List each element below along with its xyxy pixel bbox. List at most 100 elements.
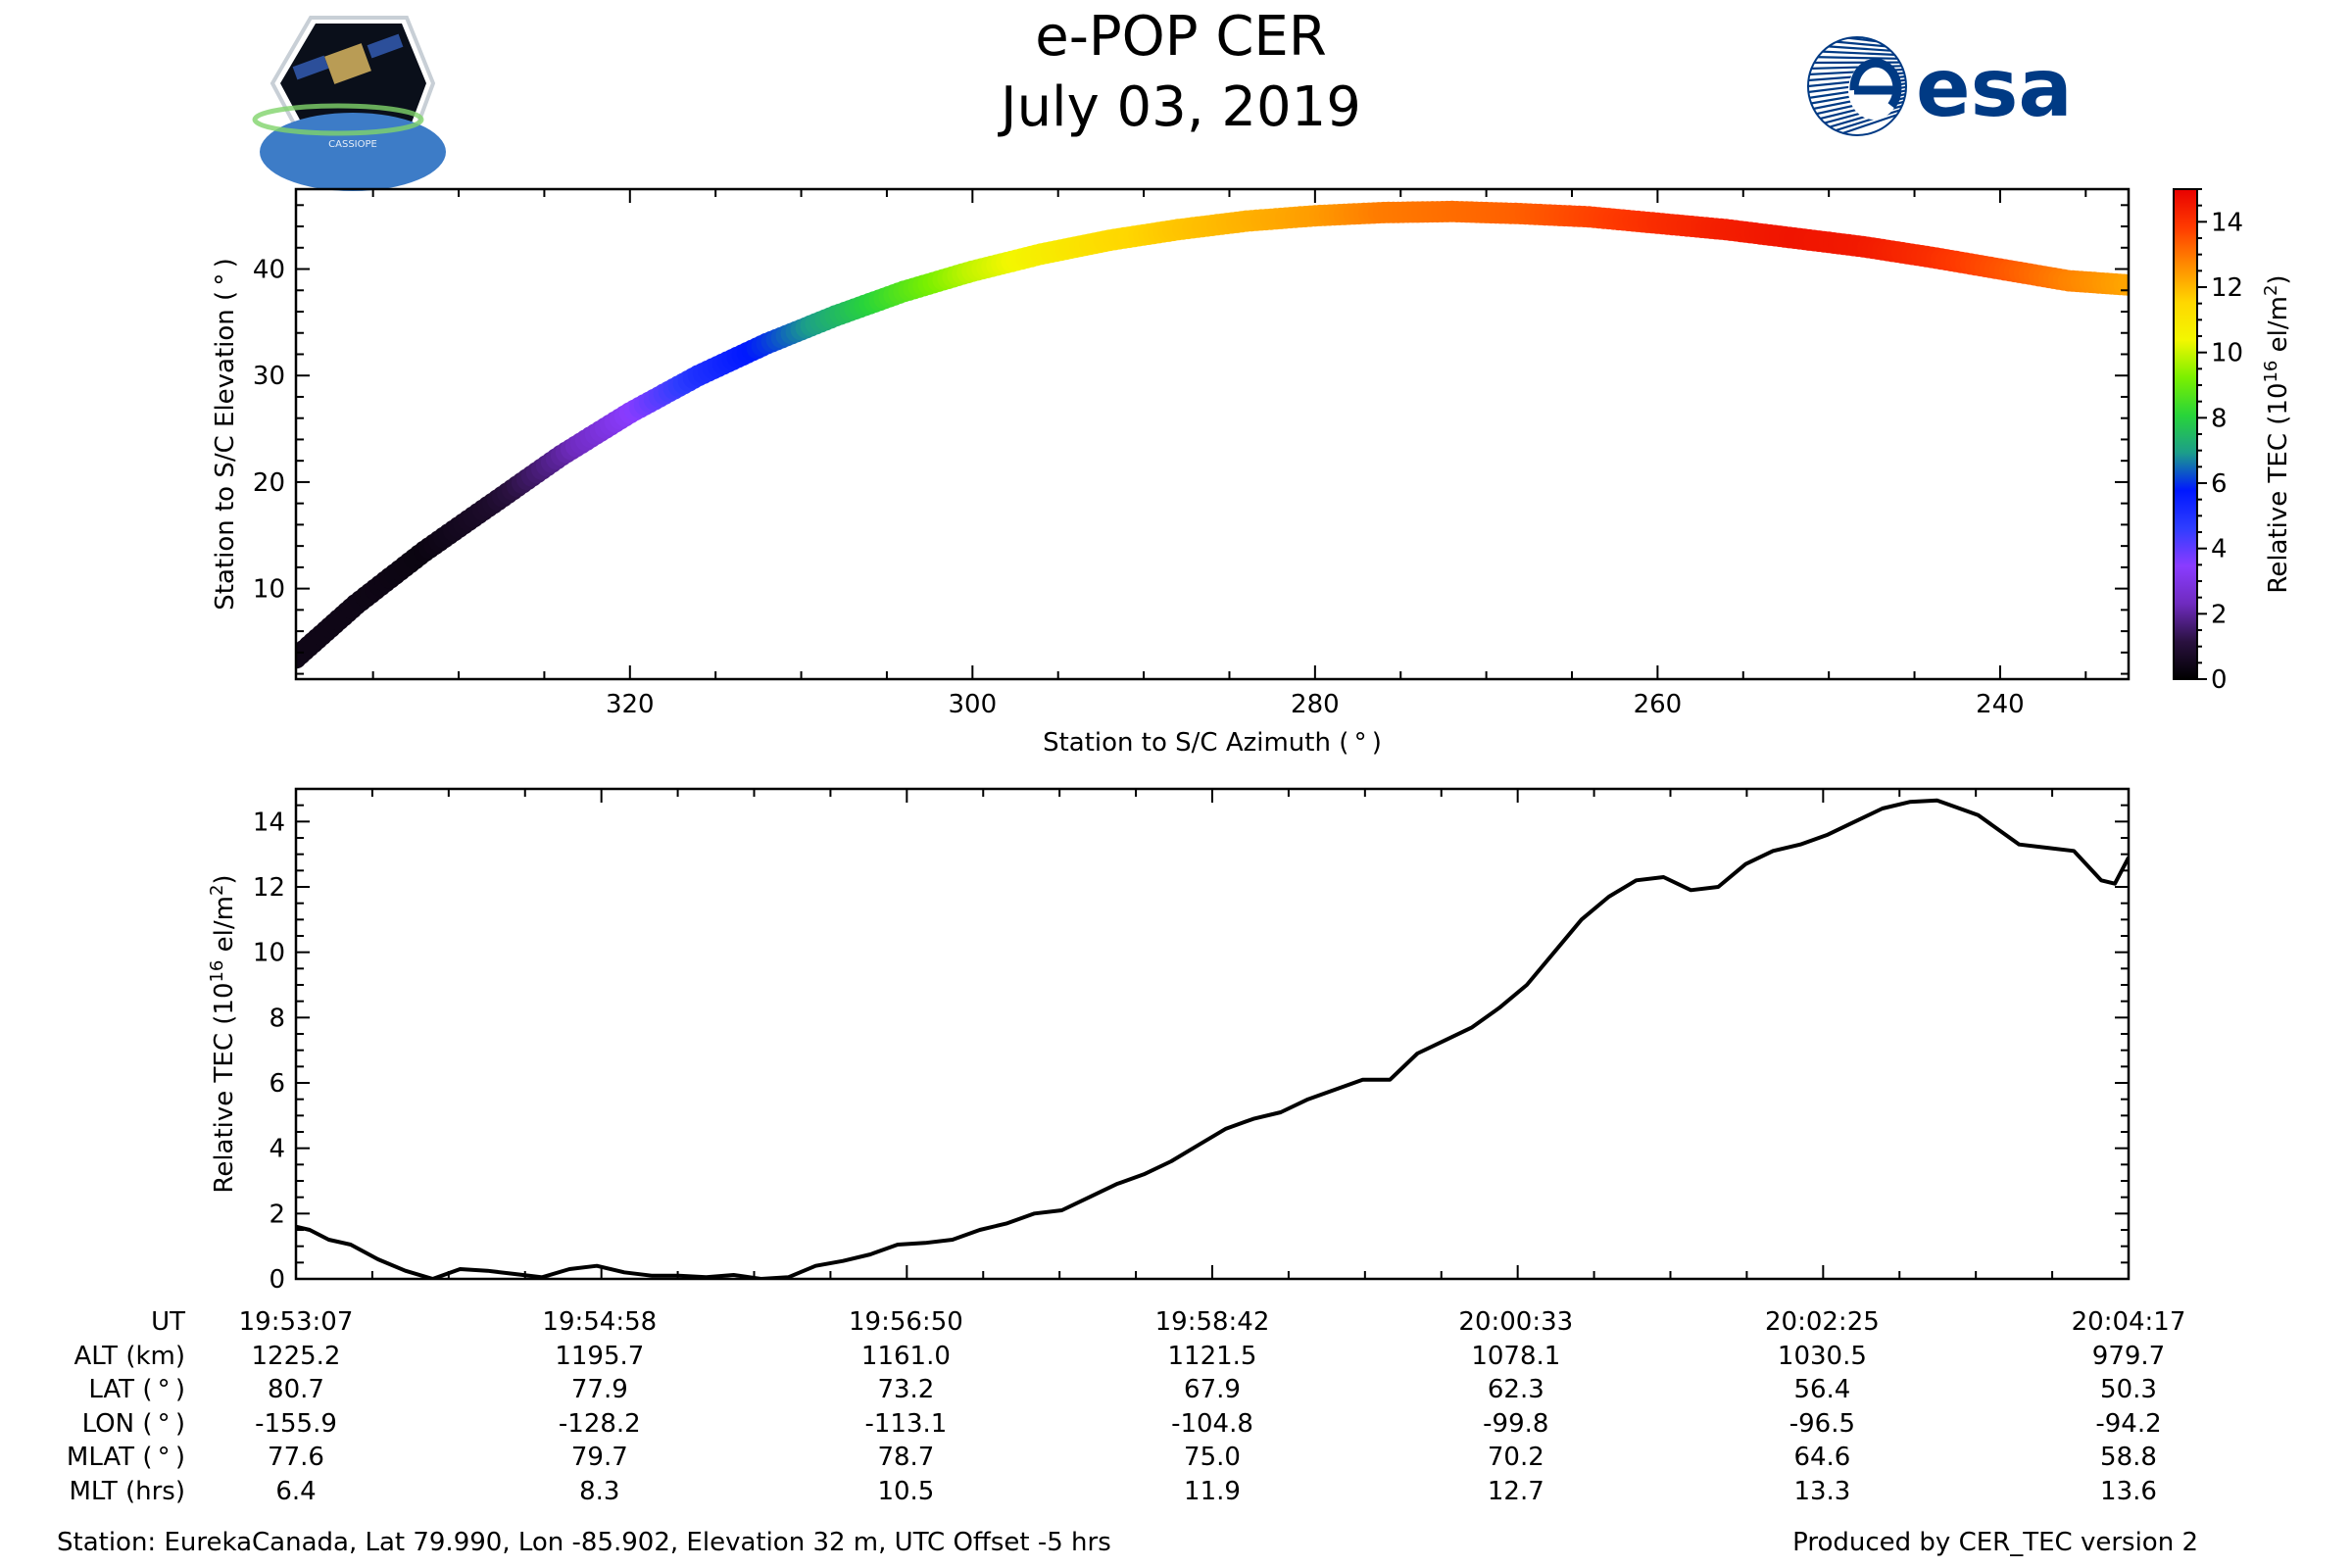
panel-elevation-azimuth: 320 300 280 260 240 10 20 30 40 Station to S/C A… [211, 187, 2131, 758]
ephemeris-cell-mlat: 75.0 [1184, 1443, 1241, 1472]
ephemeris-cell-mlt: 12.7 [1488, 1477, 1544, 1506]
panel-tec-timeseries: 0 2 4 6 8 10 12 14 Relative TEC (1016 el/m2) [207, 787, 2131, 1295]
footer-station-info: Station: EurekaCanada, Lat 79.990, Lon -… [57, 1528, 1111, 1557]
ephemeris-cell-mlat: 78.7 [877, 1443, 934, 1472]
ephemeris-cell-lon: -94.2 [2095, 1409, 2161, 1439]
esa-globe-icon [1808, 37, 1906, 135]
ephemeris-row-label: LAT ( ° ) [88, 1375, 185, 1404]
satellite-icon [292, 33, 404, 84]
y-tick-label: 20 [253, 468, 285, 498]
ephemeris-cell-lon: -155.9 [255, 1409, 337, 1439]
y-tick-label: 4 [269, 1135, 285, 1164]
ephemeris-cell-mlt: 13.6 [2100, 1477, 2157, 1506]
y-tick-label: 12 [253, 873, 285, 903]
ephemeris-cell-lat: 56.4 [1793, 1375, 1850, 1404]
y-tick-label: 0 [269, 1265, 285, 1295]
ephemeris-cell-alt: 1195.7 [555, 1342, 644, 1371]
ephemeris-cell-lon: -104.8 [1171, 1409, 1253, 1439]
y-tick-label: 6 [269, 1069, 285, 1099]
colorbar-tick-label: 4 [2211, 535, 2228, 564]
ephemeris-column: 19:56:50 1161.0 73.2 -113.1 78.7 10.5 [849, 1307, 963, 1506]
ephemeris-cell-mlat: 77.6 [268, 1443, 324, 1472]
colorbar-fill [2173, 188, 2198, 680]
ephemeris-cell-lon: -113.1 [864, 1409, 947, 1439]
x-tick-label: 300 [949, 690, 998, 719]
bottom-plot-frame [294, 787, 2131, 1281]
ephemeris-cell-ut: 20:02:25 [1765, 1307, 1880, 1337]
ephemeris-column: 19:58:42 1121.5 67.9 -104.8 75.0 11.9 [1155, 1307, 1270, 1506]
ephemeris-cell-mlat: 70.2 [1488, 1443, 1544, 1472]
ephemeris-row-label: UT [151, 1307, 185, 1337]
x-tick-label: 320 [606, 690, 655, 719]
colorbar-tick-label: 12 [2211, 273, 2243, 303]
y-tick-label: 30 [253, 362, 285, 391]
top-axes-ticks: 320 300 280 260 240 10 20 30 40 [253, 189, 2129, 719]
ephemeris-cell-mlt: 11.9 [1184, 1477, 1241, 1506]
colorbar-tick-label: 8 [2211, 404, 2228, 433]
ephemeris-row-label: MLAT ( ° ) [67, 1443, 185, 1472]
cassiope-logo: CASSIOPE [252, 16, 446, 191]
figure-title: e-POP CER [1035, 5, 1326, 69]
ephemeris-column: 20:02:25 1030.5 56.4 -96.5 64.6 13.3 [1765, 1307, 1880, 1506]
ephemeris-cell-alt: 1161.0 [861, 1342, 951, 1371]
ephemeris-cell-ut: 19:54:58 [542, 1307, 657, 1337]
colorbar: 0 2 4 6 8 10 12 14 Relative TEC (1016 el/m2) [2173, 188, 2294, 695]
ephemeris-cell-mlt: 8.3 [579, 1477, 619, 1506]
ephemeris-cell-lon: -128.2 [559, 1409, 641, 1439]
x-tick-label: 240 [1976, 690, 2025, 719]
ephemeris-cell-mlat: 64.6 [1793, 1443, 1850, 1472]
ephemeris-table: UT ALT (km) LAT ( ° ) LON ( ° ) MLAT ( ° ) ML… [67, 1307, 2186, 1506]
ephemeris-cell-ut: 19:56:50 [849, 1307, 963, 1337]
colorbar-label: Relative TEC (1016 el/m2) [2261, 274, 2294, 593]
bottom-ylabel: Relative TEC (1016 el/m2) [207, 874, 240, 1193]
ephemeris-cell-alt: 1030.5 [1778, 1342, 1867, 1371]
ephemeris-cell-alt: 979.7 [2092, 1342, 2165, 1371]
ephemeris-cell-lat: 62.3 [1488, 1375, 1544, 1404]
ephemeris-row-labels: UT ALT (km) LAT ( ° ) LON ( ° ) MLAT ( ° ) ML… [67, 1307, 185, 1506]
top-ylabel: Station to S/C Elevation ( ° ) [211, 258, 240, 610]
ephemeris-cell-ut: 20:00:33 [1458, 1307, 1573, 1337]
ephemeris-column: 20:00:33 1078.1 62.3 -99.8 70.2 12.7 [1458, 1307, 1573, 1506]
esa-globe-stripe [1808, 110, 1906, 135]
ephemeris-cell-ut: 19:58:42 [1155, 1307, 1270, 1337]
y-tick-label: 8 [269, 1004, 285, 1033]
ephemeris-cell-ut: 20:04:17 [2072, 1307, 2186, 1337]
ephemeris-cell-alt: 1225.2 [252, 1342, 341, 1371]
ephemeris-row-label: ALT (km) [74, 1342, 185, 1371]
top-xlabel: Station to S/C Azimuth ( ° ) [1043, 728, 1382, 758]
ephemeris-cell-ut: 19:53:07 [239, 1307, 354, 1337]
ephemeris-row-label: LON ( ° ) [82, 1409, 185, 1439]
colorbar-tick-label: 2 [2211, 600, 2228, 629]
y-tick-label: 10 [253, 575, 285, 605]
colorbar-ticks: 0 2 4 6 8 10 12 14 [2197, 188, 2243, 695]
tec-series-line [296, 798, 2129, 1279]
ephemeris-cell-mlat: 58.8 [2100, 1443, 2157, 1472]
ephemeris-cell-lat: 80.7 [268, 1375, 324, 1404]
aurora-band [252, 103, 424, 136]
esa-globe-stripe [1808, 55, 1906, 61]
colorbar-tick-label: 0 [2211, 665, 2228, 695]
ephemeris-cell-alt: 1121.5 [1168, 1342, 1257, 1371]
ephemeris-cell-lon: -99.8 [1483, 1409, 1548, 1439]
figure-date: July 03, 2019 [998, 75, 1361, 139]
ephemeris-column: 20:04:17 979.7 50.3 -94.2 58.8 13.6 [2072, 1307, 2186, 1506]
ephemeris-cell-lat: 73.2 [877, 1375, 934, 1404]
ephemeris-cell-lat: 50.3 [2100, 1375, 2157, 1404]
ephemeris-cell-mlt: 13.3 [1793, 1477, 1850, 1506]
colorbar-tick-label: 6 [2211, 469, 2228, 499]
x-tick-label: 260 [1634, 690, 1683, 719]
ephemeris-column: 19:53:07 1225.2 80.7 -155.9 77.6 6.4 [239, 1307, 354, 1506]
bottom-axes-ticks: 0 2 4 6 8 10 12 14 [253, 788, 2130, 1295]
y-tick-label: 14 [253, 808, 285, 837]
ephemeris-cell-lon: -96.5 [1789, 1409, 1855, 1439]
footer-produced-by: Produced by CER_TEC version 2 [1792, 1528, 2198, 1557]
ephemeris-cell-mlt: 10.5 [877, 1477, 934, 1506]
ephemeris-columns: 19:53:071225.280.7-155.977.66.419:54:581… [239, 1307, 2186, 1506]
satellite-track [296, 200, 2129, 669]
ephemeris-cell-lat: 77.9 [571, 1375, 628, 1404]
esa-globe-e-stroke [1849, 58, 1902, 109]
colorbar-tick-label: 14 [2211, 208, 2243, 237]
cassiope-logo-text: CASSIOPE [328, 139, 377, 150]
ephemeris-row-label: MLT (hrs) [70, 1477, 186, 1506]
